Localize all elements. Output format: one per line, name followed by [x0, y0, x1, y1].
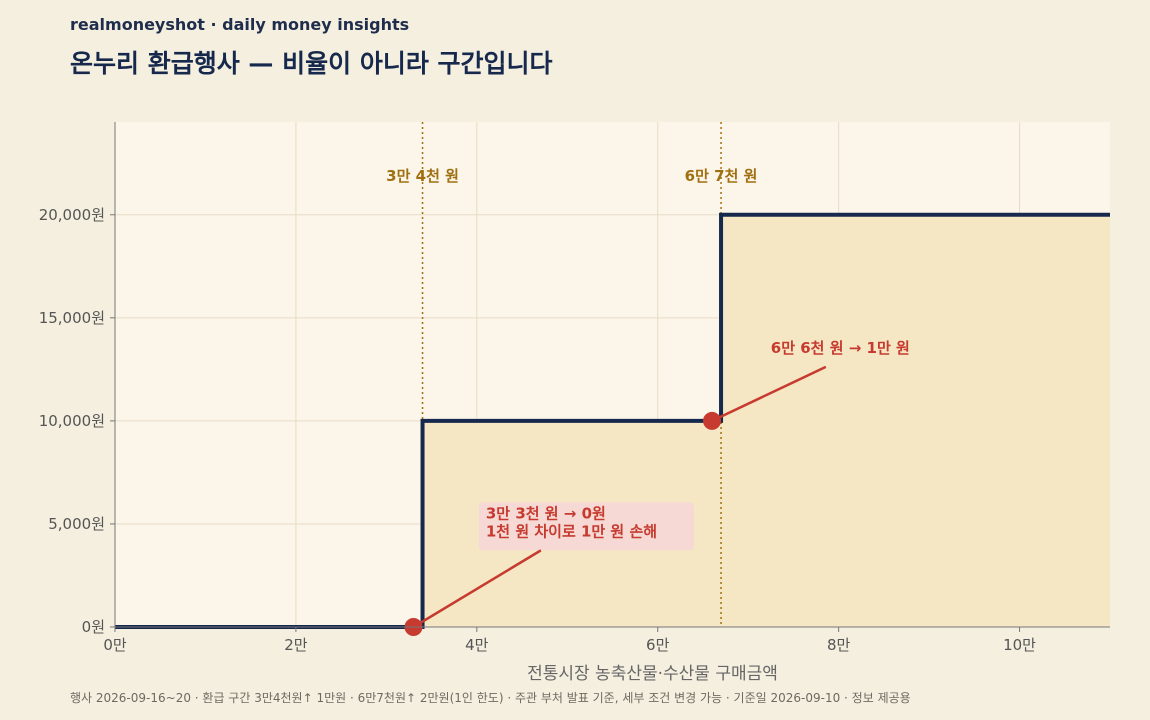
y-tick-label: 10,000원 — [39, 412, 105, 430]
annotation-text: 1천 원 차이로 1만 원 손해 — [486, 522, 657, 540]
x-tick-label: 2만 — [284, 636, 308, 654]
x-tick-label: 10만 — [1003, 636, 1036, 654]
y-tick-label: 0원 — [82, 618, 105, 636]
threshold-label: 6만 7천 원 — [685, 167, 758, 185]
annotation-leader — [412, 549, 542, 629]
y-tick-label: 20,000원 — [39, 206, 105, 224]
x-tick-label: 6만 — [646, 636, 670, 654]
footnote: 행사 2026-09-16~20 · 환급 구간 3만4천원↑ 1만원 · 6만… — [70, 691, 911, 705]
y-tick-label: 5,000원 — [48, 515, 105, 533]
brand-line: realmoneyshot · daily money insights — [70, 15, 410, 34]
chart-title: 온누리 환급행사 — 비율이 아니라 구간입니다 — [70, 49, 553, 78]
x-axis-title: 전통시장 농축산물·수산물 구매금액 — [527, 664, 778, 684]
y-tick-label: 15,000원 — [39, 309, 105, 327]
annotation-point — [703, 411, 721, 430]
x-tick-label: 8만 — [827, 636, 851, 654]
annotation-leader — [711, 365, 827, 423]
annotation-text: 3만 3천 원 → 0원 — [486, 504, 606, 522]
x-tick-label: 4만 — [465, 636, 489, 654]
annotation-text: 6만 6천 원 → 1만 원 — [771, 339, 910, 357]
threshold-label: 3만 4천 원 — [386, 167, 459, 185]
annotation-box — [478, 502, 694, 551]
x-tick-label: 0만 — [103, 636, 127, 654]
